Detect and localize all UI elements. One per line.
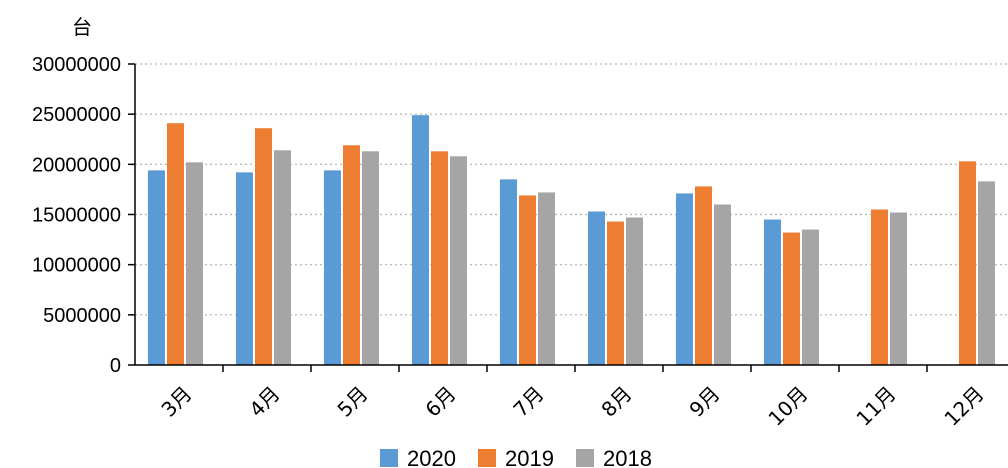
legend-swatch-2019 (478, 449, 496, 467)
legend: 2020 2019 2018 (380, 446, 652, 468)
bar-2018-3月 (186, 162, 203, 365)
bar-2018-6月 (450, 156, 467, 365)
bar-2018-4月 (274, 150, 291, 365)
x-tick-label: 5月 (332, 382, 372, 422)
bar-2018-7月 (538, 192, 555, 365)
legend-label-2018: 2018 (603, 446, 652, 468)
y-tick-label: 15000000 (32, 205, 121, 227)
legend-label-2019: 2019 (505, 446, 554, 468)
bar-2018-9月 (714, 204, 731, 365)
x-tick-label: 3月 (156, 382, 196, 422)
x-tick-label: 6月 (420, 382, 460, 422)
bar-2019-7月 (519, 195, 536, 365)
x-tick-label: 7月 (508, 382, 548, 422)
bar-2019-10月 (783, 232, 800, 365)
legend-label-2020: 2020 (407, 446, 456, 468)
bar-2019-9月 (695, 186, 712, 365)
legend-swatch-2020 (380, 449, 398, 467)
x-tick-label: 9月 (684, 382, 724, 422)
bar-2018-11月 (890, 212, 907, 365)
bar-2018-5月 (362, 151, 379, 365)
y-tick-label: 0 (110, 355, 121, 377)
bar-2020-7月 (500, 179, 517, 365)
x-tick-label: 12月 (939, 382, 988, 431)
bar-2019-8月 (607, 221, 624, 365)
bar-2019-12月 (959, 161, 976, 365)
bar-2020-10月 (764, 219, 781, 365)
y-tick-label: 25000000 (32, 104, 121, 126)
bar-2018-8月 (626, 217, 643, 365)
x-tick-label: 8月 (596, 382, 636, 422)
bar-2019-3月 (167, 123, 184, 366)
axes: 0 5000000 10000000 15000000 20000000 25000000… (32, 54, 1008, 431)
bar-2018-12月 (978, 181, 995, 365)
y-tick-label: 5000000 (43, 305, 121, 327)
y-tick-label: 30000000 (32, 54, 121, 76)
legend-swatch-2018 (576, 449, 594, 467)
bar-2020-9月 (676, 193, 693, 365)
bar-2020-5月 (324, 170, 341, 365)
bar-2019-6月 (431, 151, 448, 365)
bar-2019-5月 (343, 145, 360, 365)
y-tick-label: 10000000 (32, 255, 121, 277)
bar-2020-6月 (412, 115, 429, 365)
bar-2020-4月 (236, 172, 253, 365)
y-tick-label: 20000000 (32, 154, 121, 176)
bar-2020-3月 (148, 170, 165, 365)
x-tick-label: 4月 (244, 382, 284, 422)
bar-2019-11月 (871, 209, 888, 365)
bar-2019-4月 (255, 128, 272, 365)
bars (148, 115, 995, 366)
x-tick-label: 11月 (851, 382, 900, 431)
x-tick-label: 10月 (763, 382, 812, 431)
y-axis-unit-label: 台 (72, 15, 92, 39)
bar-2020-8月 (588, 211, 605, 365)
bar-2018-10月 (802, 229, 819, 365)
